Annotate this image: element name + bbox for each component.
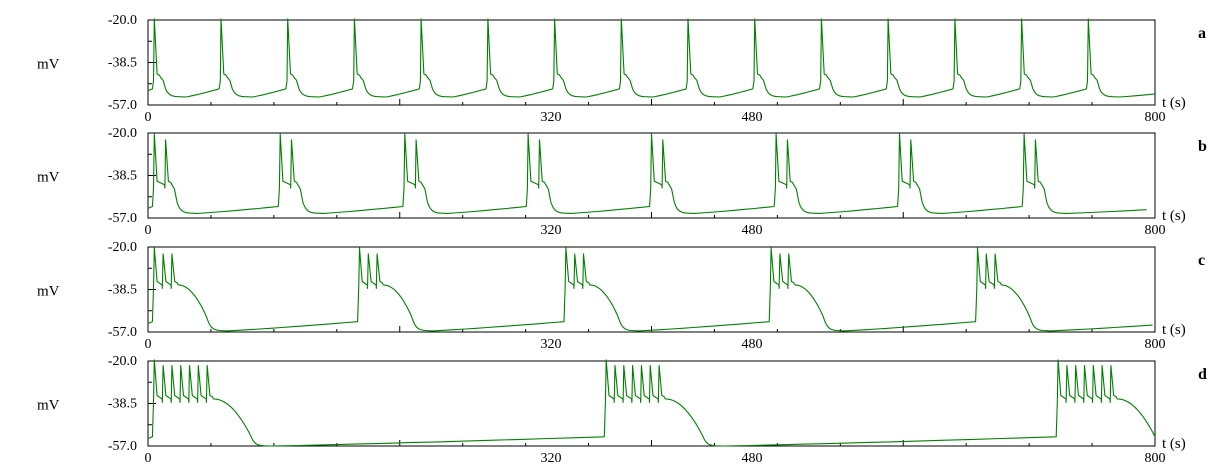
panel-label: c: [1198, 252, 1205, 269]
panel-label: b: [1198, 138, 1207, 155]
plot-frame: [147, 246, 1156, 333]
x-tick-label: 320: [541, 110, 562, 125]
y-tick-label: -57.0: [108, 98, 137, 113]
x-axis-label: t (s): [1162, 322, 1186, 338]
y-tick-label: -38.5: [108, 56, 137, 71]
x-tick-label: 480: [742, 451, 763, 466]
x-axis-label: t (s): [1162, 95, 1186, 111]
y-axis-label: mV: [37, 398, 60, 414]
y-axis-label: mV: [37, 57, 60, 73]
y-tick-label: -20.0: [108, 354, 137, 369]
x-tick-label: 800: [1145, 337, 1166, 352]
panel-label: a: [1198, 25, 1206, 42]
x-tick-label: 320: [541, 223, 562, 238]
voltage-trace: [147, 18, 1155, 98]
y-axis-label: mV: [37, 170, 60, 186]
y-tick-label: -38.5: [108, 169, 137, 184]
x-tick-label: 0: [145, 223, 152, 238]
x-tick-label: 0: [145, 110, 152, 125]
x-tick-label: 480: [742, 223, 763, 238]
x-axis-label: t (s): [1162, 208, 1186, 224]
x-tick-label: 320: [541, 451, 562, 466]
x-axis-label: t (s): [1162, 436, 1186, 452]
x-tick-label: 0: [145, 451, 152, 466]
panel-label: d: [1198, 366, 1207, 383]
y-tick-label: -57.0: [108, 325, 137, 340]
x-tick-label: 0: [145, 337, 152, 352]
y-tick-label: -38.5: [108, 397, 137, 412]
x-tick-label: 480: [742, 337, 763, 352]
y-axis-label: mV: [37, 284, 60, 300]
x-tick-label: 800: [1145, 110, 1166, 125]
x-tick-label: 800: [1145, 451, 1166, 466]
x-tick-label: 480: [742, 110, 763, 125]
voltage-trace: [147, 133, 1147, 214]
y-tick-label: -20.0: [108, 240, 137, 255]
y-tick-label: -57.0: [108, 439, 137, 454]
y-tick-label: -20.0: [108, 126, 137, 141]
y-tick-label: -20.0: [108, 13, 137, 28]
x-tick-label: 800: [1145, 223, 1166, 238]
voltage-trace: [147, 359, 1156, 447]
voltage-trace: [147, 247, 1153, 332]
y-tick-label: -57.0: [108, 211, 137, 226]
x-tick-label: 320: [541, 337, 562, 352]
plot-frame: [147, 19, 1156, 106]
y-tick-label: -38.5: [108, 283, 137, 298]
